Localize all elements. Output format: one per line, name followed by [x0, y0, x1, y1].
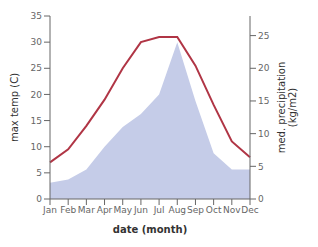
svg-text:Apr: Apr — [97, 205, 113, 215]
svg-text:May: May — [113, 205, 132, 215]
svg-text:Mar: Mar — [78, 205, 95, 215]
svg-text:date (month): date (month) — [113, 224, 187, 235]
svg-text:Feb: Feb — [60, 205, 76, 215]
svg-text:0: 0 — [36, 194, 42, 204]
svg-text:30: 30 — [31, 37, 43, 47]
svg-text:Jan: Jan — [42, 205, 57, 215]
svg-text:15: 15 — [258, 96, 269, 106]
svg-text:5: 5 — [258, 162, 264, 172]
svg-text:Jul: Jul — [153, 205, 165, 215]
svg-text:Jun: Jun — [133, 205, 148, 215]
svg-text:20: 20 — [258, 63, 270, 73]
svg-text:10: 10 — [258, 129, 270, 139]
svg-text:25: 25 — [258, 31, 269, 41]
svg-text:max temp (C): max temp (C) — [9, 73, 20, 142]
svg-text:Nov: Nov — [223, 205, 241, 215]
svg-text:20: 20 — [31, 90, 43, 100]
svg-text:Dec: Dec — [241, 205, 258, 215]
svg-text:25: 25 — [31, 63, 42, 73]
svg-text:15: 15 — [31, 116, 42, 126]
svg-text:35: 35 — [31, 11, 42, 21]
svg-text:Sep: Sep — [187, 205, 204, 215]
svg-text:5: 5 — [36, 168, 42, 178]
svg-text:0: 0 — [258, 194, 264, 204]
svg-text:Oct: Oct — [206, 205, 222, 215]
svg-text:Aug: Aug — [168, 205, 186, 215]
svg-text:med. precipitation(kg/m2): med. precipitation(kg/m2) — [276, 62, 298, 154]
svg-text:10: 10 — [31, 142, 43, 152]
